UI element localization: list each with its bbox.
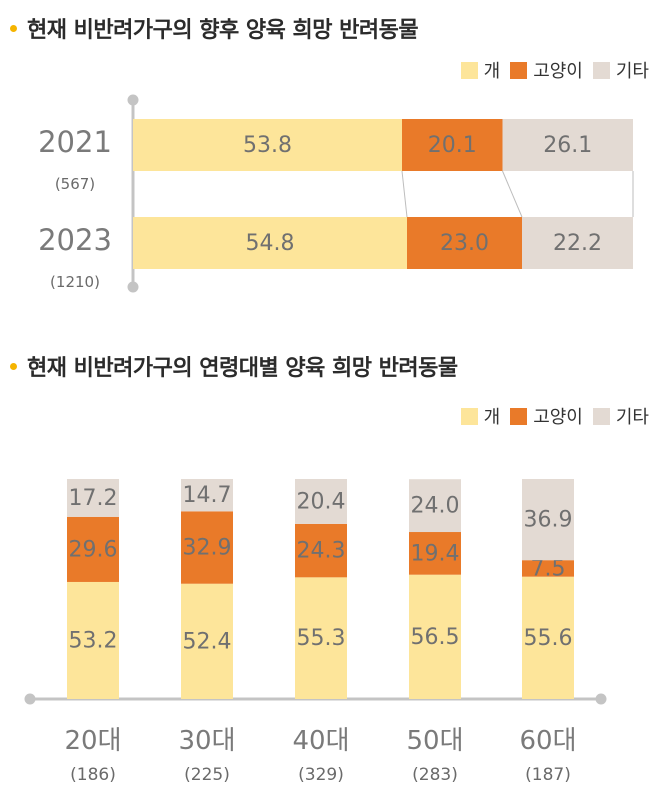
sample-count-60대: (187)	[525, 765, 571, 785]
bar-dog-60대	[522, 576, 574, 699]
value-label-cat-40대: 24.3	[297, 539, 346, 564]
value-label-cat-30대: 32.9	[183, 536, 232, 561]
chart1-title: 현재 비반려가구의 향후 양육 희망 반려동물	[10, 12, 419, 44]
category-label-30대: 30대	[178, 726, 235, 756]
value-label-dog-30대: 52.4	[183, 629, 232, 654]
legend-item-dog: 개	[460, 403, 501, 429]
axis-end-dot	[24, 693, 36, 705]
sample-count-20대: (186)	[70, 765, 116, 785]
value-label-other-60대: 36.9	[524, 508, 573, 533]
sample-count-2021: (567)	[55, 175, 95, 193]
category-label-20대: 20대	[64, 726, 121, 756]
value-label-dog-40대: 55.3	[297, 626, 346, 651]
category-label-40대: 40대	[292, 726, 349, 756]
legend-item-dog: 개	[460, 57, 501, 83]
connector-line	[502, 170, 523, 218]
sample-count-40대: (329)	[298, 765, 344, 785]
bar-other-2021	[502, 119, 633, 171]
value-label-other-50대: 24.0	[411, 494, 460, 519]
legend-swatch-cat	[510, 61, 528, 79]
value-label-other-2023: 22.2	[553, 231, 602, 256]
axis-end-dot	[595, 693, 607, 705]
value-label-other-2021: 26.1	[543, 133, 592, 158]
value-label-cat-20대: 29.6	[69, 537, 118, 562]
chart2-title-text: 현재 비반려가구의 연령대별 양육 희망 반려동물	[27, 356, 458, 381]
legend-label-other: 기타	[615, 61, 649, 82]
bar-cat-60대	[522, 560, 574, 577]
bar-dog-2021	[133, 119, 402, 171]
value-label-other-30대: 14.7	[183, 483, 232, 508]
sample-count-30대: (225)	[184, 765, 230, 785]
sample-count-2023: (1210)	[50, 273, 100, 291]
bar-cat-50대	[409, 532, 461, 575]
bar-cat-2021	[402, 119, 503, 171]
bullet-dot-icon	[10, 24, 17, 32]
value-label-cat-2023: 23.0	[440, 231, 489, 256]
chart1-legend: 개 고양이 기타	[451, 57, 649, 83]
value-label-cat-2021: 20.1	[428, 133, 477, 158]
bar-other-20대	[67, 479, 119, 517]
bar-dog-2023	[133, 217, 407, 269]
sample-count-50대: (283)	[412, 765, 458, 785]
category-label-2021: 2021	[38, 125, 112, 159]
axis-end-dot	[127, 94, 139, 106]
legend-label-dog: 개	[483, 61, 501, 82]
value-label-dog-60대: 55.6	[524, 626, 573, 651]
value-label-cat-50대: 19.4	[411, 541, 460, 566]
legend-item-other: 기타	[592, 57, 649, 83]
bar-cat-30대	[181, 511, 233, 584]
value-label-other-20대: 17.2	[69, 486, 118, 511]
value-label-dog-20대: 53.2	[69, 628, 118, 653]
category-label-2023: 2023	[38, 223, 112, 257]
value-label-cat-60대: 7.5	[531, 556, 566, 581]
bar-other-30대	[181, 479, 233, 512]
legend-swatch-dog	[460, 407, 478, 425]
legend-label-dog: 개	[483, 407, 501, 428]
value-label-dog-2021: 53.8	[243, 133, 292, 158]
value-label-other-40대: 20.4	[297, 489, 346, 514]
legend-swatch-cat	[510, 407, 528, 425]
legend-swatch-other	[592, 61, 610, 79]
bar-other-50대	[409, 479, 461, 533]
bar-cat-2023	[407, 217, 522, 269]
legend-label-cat: 고양이	[533, 61, 583, 82]
bar-cat-20대	[67, 516, 119, 582]
legend-swatch-dog	[460, 61, 478, 79]
bar-other-60대	[522, 479, 574, 561]
value-label-dog-2023: 54.8	[246, 231, 295, 256]
connector-line	[401, 170, 408, 218]
chart1-title-text: 현재 비반려가구의 향후 양육 희망 반려동물	[27, 18, 419, 43]
legend-label-cat: 고양이	[533, 407, 583, 428]
category-label-50대: 50대	[406, 726, 463, 756]
chart2-plot: 53.2 29.6 17.2 20대 (186) 52.4 32.9 14.7 30대 (225)…	[24, 479, 607, 785]
category-label-60대: 60대	[519, 726, 576, 756]
chart2-title: 현재 비반려가구의 연령대별 양육 희망 반려동물	[10, 350, 458, 382]
chart1-plot: 53.8 20.1 26.1 2021 (567) 54.8 23.0 22.2 2023 (12…	[38, 94, 634, 293]
legend-swatch-other	[592, 407, 610, 425]
bar-cat-40대	[295, 523, 347, 578]
value-label-dog-50대: 56.5	[411, 625, 460, 650]
legend-item-cat: 고양이	[510, 403, 583, 429]
bar-dog-20대	[67, 581, 119, 699]
legend-item-cat: 고양이	[510, 57, 583, 83]
axis-end-dot	[127, 281, 139, 293]
bar-other-2023	[522, 217, 633, 269]
legend-label-other: 기타	[615, 407, 649, 428]
legend-item-other: 기타	[592, 403, 649, 429]
bar-other-40대	[295, 479, 347, 524]
bullet-dot-icon	[10, 362, 17, 370]
bar-dog-30대	[181, 583, 233, 699]
chart2-legend: 개 고양이 기타	[451, 403, 649, 429]
bar-dog-40대	[295, 577, 347, 699]
bar-dog-50대	[409, 574, 461, 699]
